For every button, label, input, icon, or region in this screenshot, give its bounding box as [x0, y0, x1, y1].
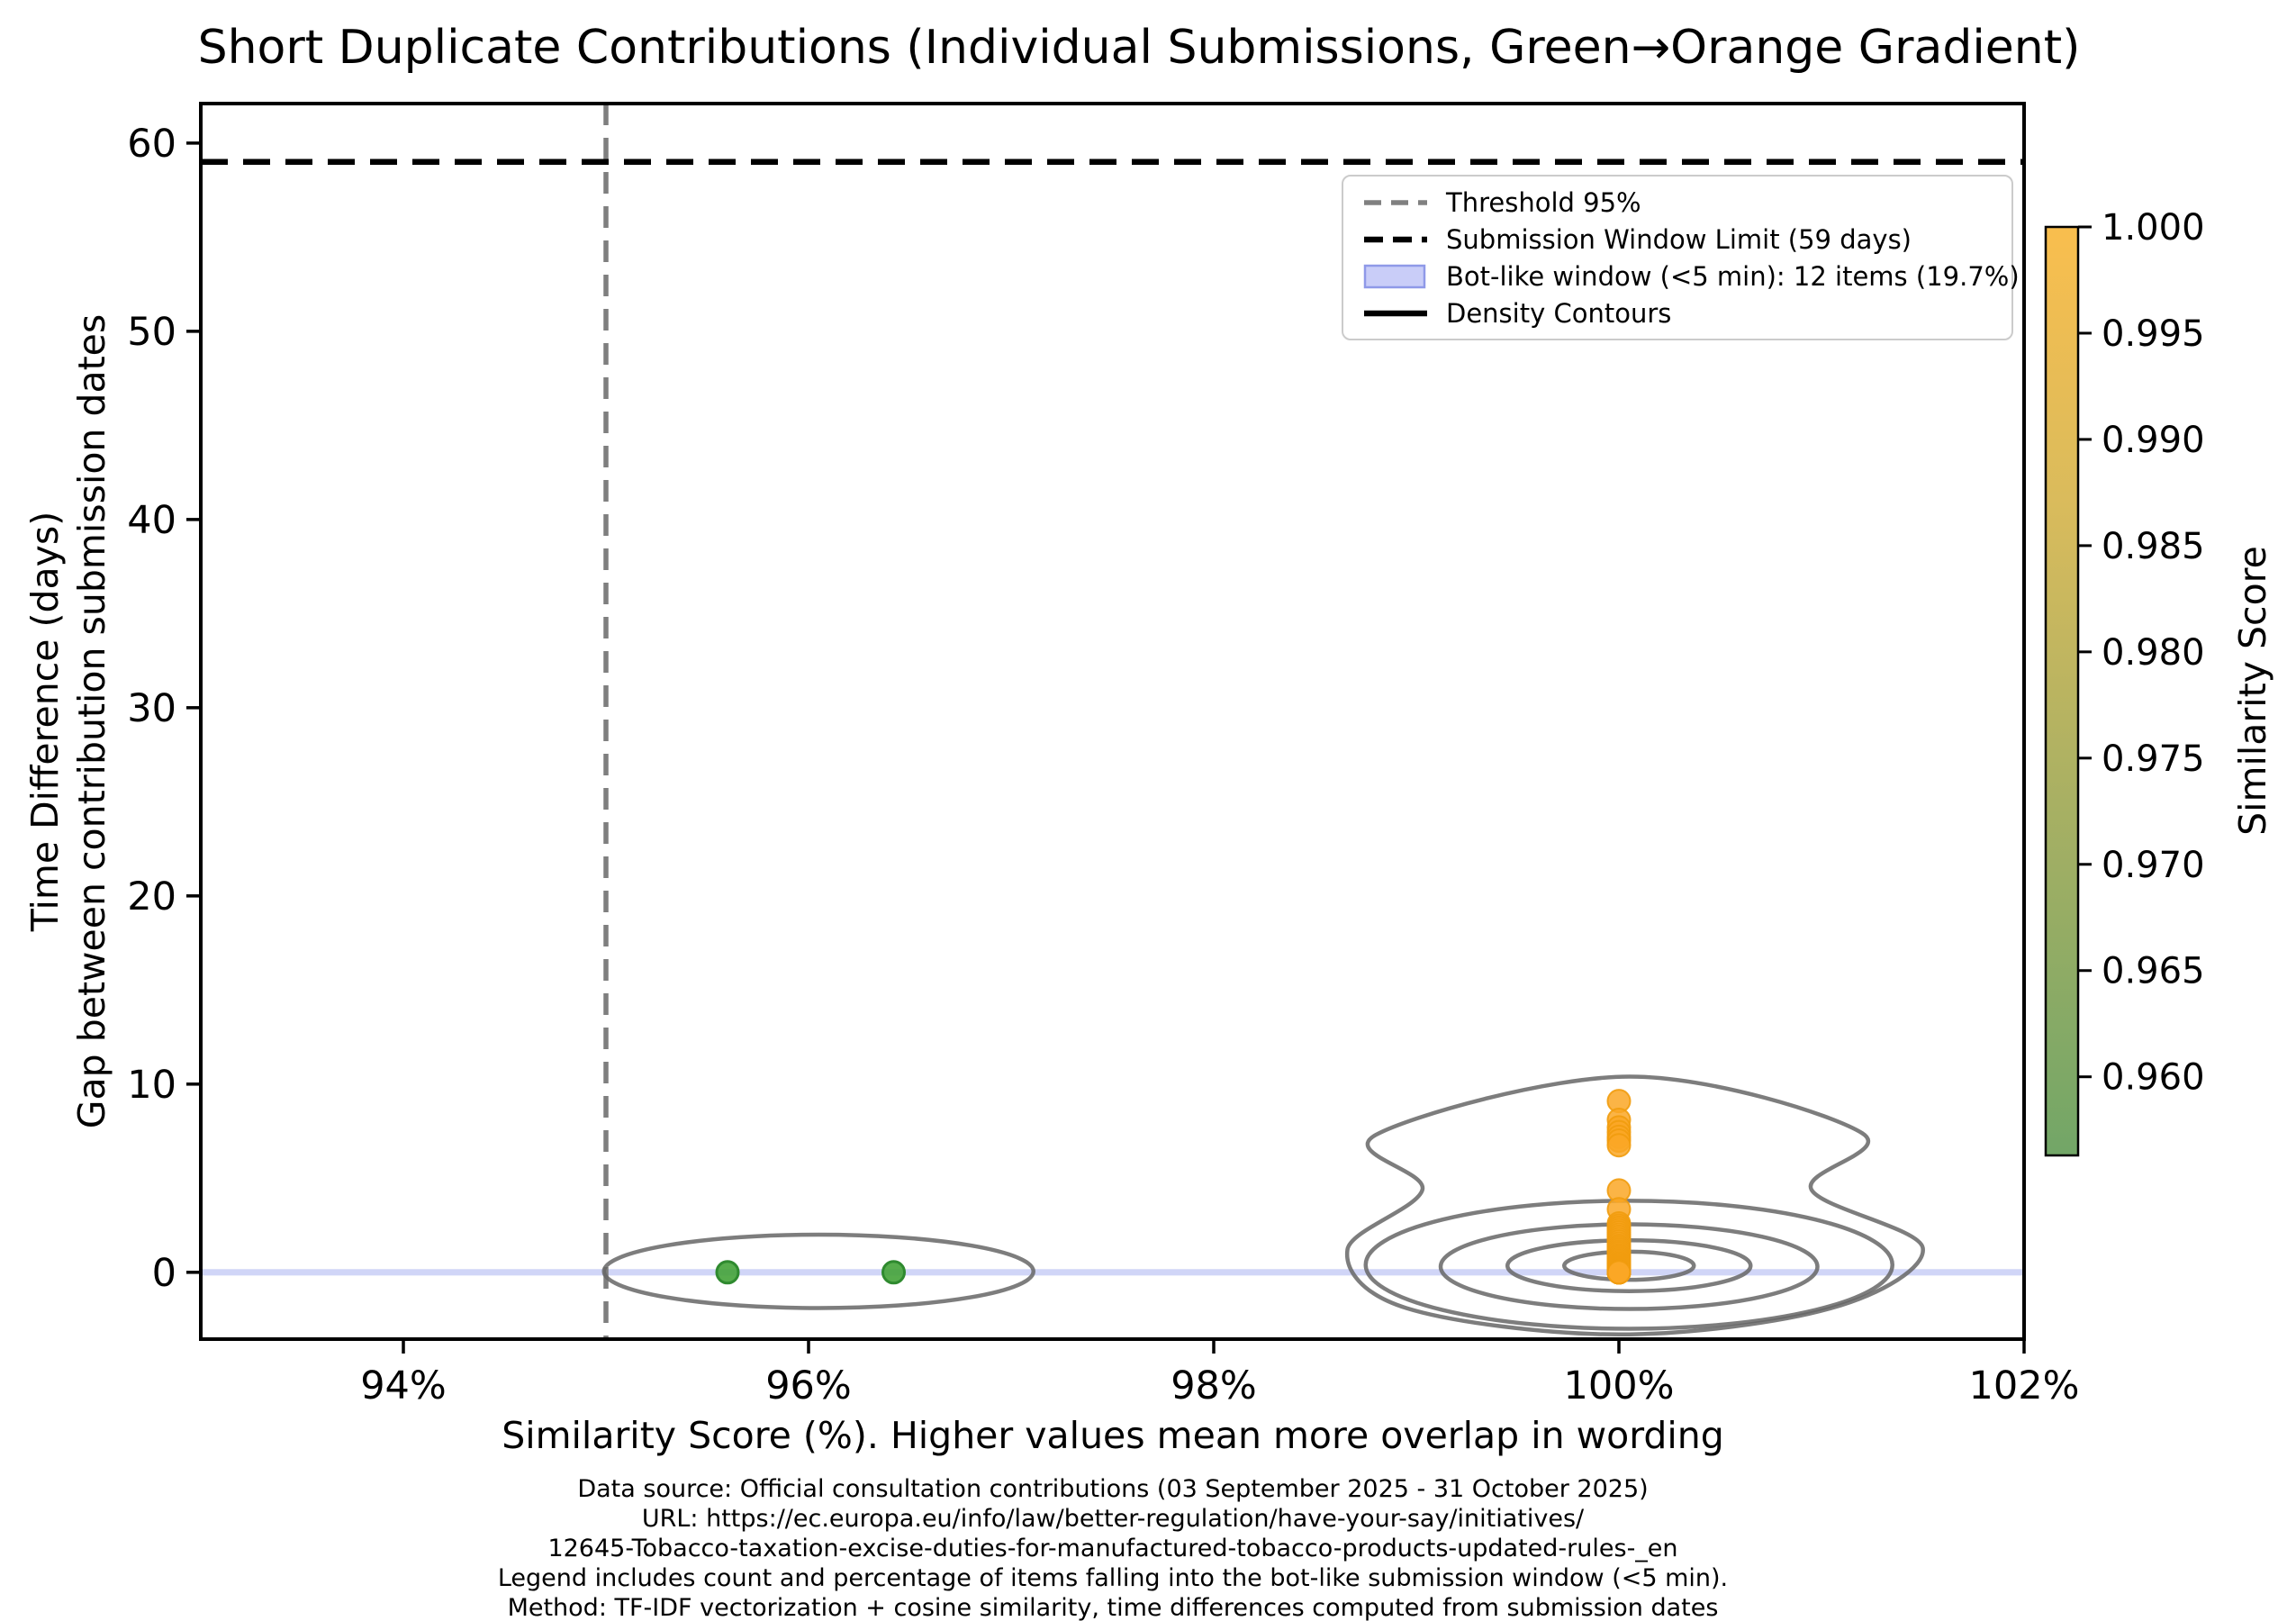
- footer-line: URL: https://ec.europa.eu/info/law/bette…: [642, 1505, 1585, 1533]
- legend-item-window-limit: Submission Window Limit (59 days): [1361, 222, 2002, 258]
- legend: Threshold 95% Submission Window Limit (5…: [1342, 175, 2020, 340]
- y-axis-label-line2: Gap between contribution submission date…: [70, 314, 113, 1129]
- colorbar-tick-label: 0.990: [2102, 420, 2205, 461]
- legend-item-bot-window: Bot-like window (<5 min): 12 items (19.7…: [1361, 258, 2020, 294]
- chart-title: Short Duplicate Contributions (Individua…: [198, 21, 2081, 75]
- scatter-point-green: [881, 1260, 906, 1285]
- x-tick-label: 100%: [1564, 1363, 1675, 1408]
- density-contour: [1344, 1074, 1925, 1337]
- density-contour: [601, 1232, 1035, 1310]
- bot-window-band: [201, 1269, 2024, 1276]
- x-tick-label: 98%: [1171, 1363, 1257, 1408]
- plot-frame: [199, 102, 2026, 1341]
- bot-window-patch-sample: [1363, 264, 1426, 288]
- colorbar-tick-label: 0.975: [2102, 738, 2205, 780]
- solid-black-line-sample: [1364, 310, 1427, 316]
- x-axis-label: Similarity Score (%). Higher values mean…: [502, 1414, 1724, 1457]
- colorbar-tick-label: 0.960: [2102, 1057, 2205, 1099]
- footer-line: Method: TF-IDF vectorization + cosine si…: [508, 1594, 1719, 1621]
- colorbar: [2044, 225, 2080, 1157]
- y-tick-label: 50: [127, 310, 176, 355]
- dashed-black-line-sample: [1364, 236, 1427, 242]
- scatter-point-orange: [1606, 1260, 1632, 1285]
- legend-label-density-contours: Density Contours: [1446, 297, 1672, 329]
- y-tick-label: 10: [127, 1063, 176, 1108]
- x-tick-label: 96%: [765, 1363, 852, 1408]
- footer-line: Data source: Official consultation contr…: [577, 1475, 1648, 1503]
- legend-item-threshold: Threshold 95%: [1361, 185, 2002, 221]
- y-tick-label: 20: [127, 874, 176, 919]
- colorbar-tick-label: 0.995: [2102, 313, 2205, 355]
- legend-label-bot-window: Bot-like window (<5 min): 12 items (19.7…: [1446, 260, 2020, 292]
- legend-label-window-limit: Submission Window Limit (59 days): [1446, 223, 1912, 255]
- y-axis-label-line1: Time Difference (days): [23, 512, 67, 933]
- x-tick-label: 94%: [360, 1363, 447, 1408]
- colorbar-tick-label: 0.970: [2102, 845, 2205, 886]
- density-contour: [1363, 1199, 1894, 1331]
- scatter-point-orange: [1606, 1133, 1632, 1158]
- colorbar-ticks: 1.000 0.995 0.990 0.985 0.980 0.975 0.970 0.965…: [2078, 207, 2205, 1099]
- plot-area: 94% 96% 98% 100% 102% 0 10 20 30 40 50 60: [127, 102, 2080, 1408]
- y-tick-label: 30: [127, 686, 176, 731]
- dashed-gray-line-sample: [1364, 199, 1427, 205]
- legend-label-threshold: Threshold 95%: [1446, 186, 1641, 218]
- y-tick-label: 60: [127, 122, 176, 167]
- footer-line: 12645-Tobacco-taxation-excise-duties-for…: [547, 1535, 1677, 1562]
- y-tick-label: 0: [152, 1251, 176, 1296]
- footer-line: Legend includes count and percentage of …: [498, 1564, 1728, 1592]
- colorbar-tick-label: 0.965: [2102, 951, 2205, 992]
- colorbar-tick-label: 0.980: [2102, 632, 2205, 674]
- legend-item-density-contours: Density Contours: [1361, 295, 2002, 331]
- colorbar-label: Similarity Score: [2231, 546, 2274, 836]
- y-tick-label: 40: [127, 498, 176, 543]
- x-tick-label: 102%: [1969, 1363, 2080, 1408]
- colorbar-tick-label: 0.985: [2102, 526, 2205, 567]
- scatter-point-green: [715, 1260, 740, 1285]
- colorbar-tick-label: 1.000: [2102, 207, 2205, 249]
- footer-notes: Data source: Official consultation contr…: [498, 1475, 1728, 1621]
